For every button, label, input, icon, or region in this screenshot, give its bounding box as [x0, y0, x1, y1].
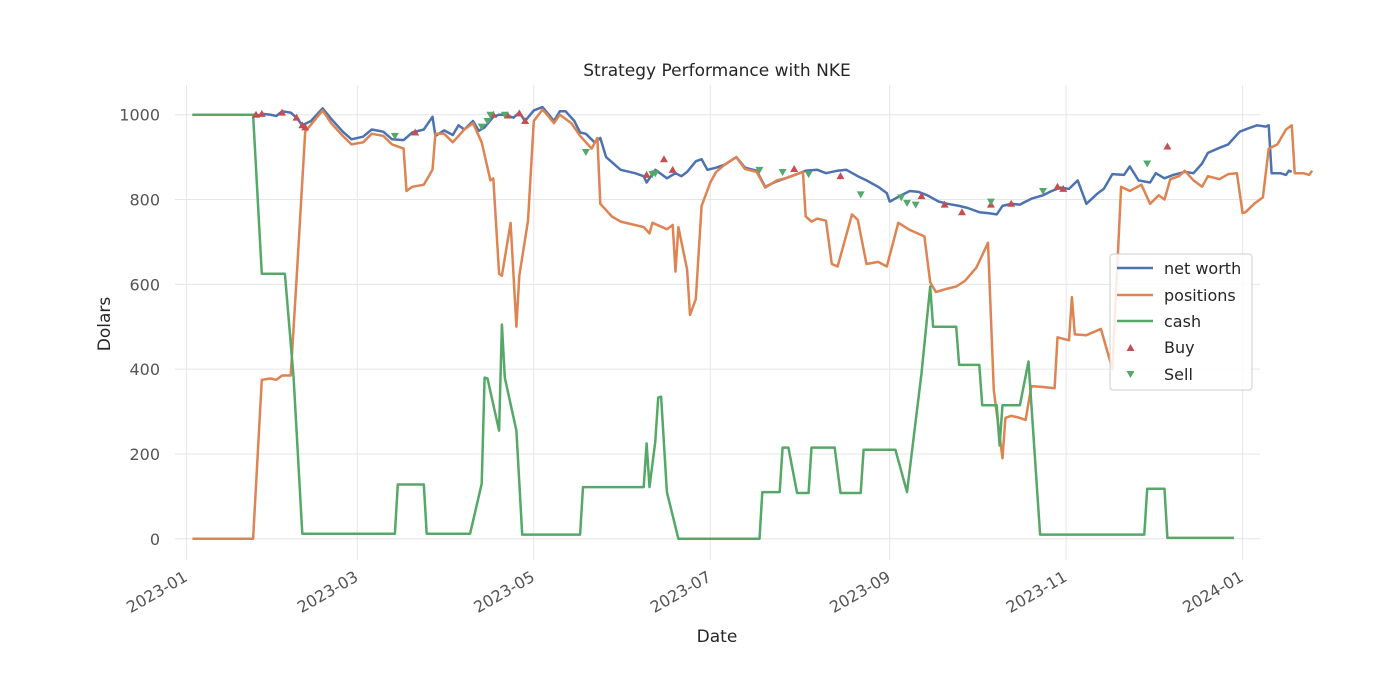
legend-sell-label: Sell — [1164, 365, 1193, 384]
legend-net-worth-label: net worth — [1164, 259, 1241, 278]
y-tick-label: 400 — [129, 360, 160, 379]
y-tick-label: 200 — [129, 445, 160, 464]
buy-marker — [411, 128, 420, 136]
x-tick-label: 2023-01 — [123, 567, 190, 617]
sell-marker — [778, 168, 787, 176]
buy-marker — [1007, 199, 1016, 207]
chart-title: Strategy Performance with NKE — [583, 61, 850, 81]
series-line-positions — [192, 108, 1314, 541]
buy-marker — [1059, 184, 1068, 192]
grid — [175, 85, 1260, 560]
sell-marker — [897, 194, 906, 202]
buy-marker — [659, 155, 668, 163]
sell-marker — [483, 118, 492, 126]
y-tick-label: 0 — [150, 530, 160, 549]
x-tick-label: 2024-01 — [1179, 567, 1246, 617]
sell-marker — [903, 199, 912, 207]
buy-marker — [836, 172, 845, 180]
legend-buy-marker-icon — [1126, 344, 1135, 351]
buy-marker — [940, 200, 949, 208]
buy-marker — [252, 110, 261, 118]
sell-marker — [390, 132, 399, 140]
legend-sell-marker-icon — [1126, 371, 1135, 378]
x-axis-label: Date — [697, 627, 738, 647]
series-layer — [192, 105, 1314, 541]
sell-marker — [1039, 188, 1047, 196]
sell-marker — [477, 123, 486, 131]
sell-marker — [486, 111, 495, 119]
sell-marker — [986, 198, 995, 206]
sell-marker — [1143, 160, 1152, 168]
sell-marker — [911, 201, 920, 209]
legend-box — [1109, 253, 1253, 391]
buy-marker — [278, 108, 287, 116]
buy-marker — [917, 192, 926, 200]
legend-cash-label: cash — [1164, 312, 1201, 331]
x-tick-label: 2023-05 — [470, 567, 537, 617]
legend-buy-label: Buy — [1164, 338, 1195, 357]
legend: net worth positions cash Buy Sell — [1109, 253, 1253, 391]
buy-marker — [790, 164, 799, 172]
buy-marker — [292, 113, 301, 121]
buy-marker — [957, 208, 966, 216]
buy-marker — [301, 123, 310, 131]
sell-marker — [856, 191, 865, 199]
sell-marker — [500, 111, 509, 119]
series-line-cash — [192, 113, 1234, 541]
buy-marker — [642, 170, 651, 178]
x-tick-label: 2023-03 — [294, 567, 361, 617]
marker-layer — [252, 108, 1172, 216]
buy-marker — [668, 165, 677, 173]
x-tick-label: 2023-07 — [647, 567, 714, 617]
y-tick-label: 1000 — [119, 106, 160, 125]
legend-positions-label: positions — [1164, 286, 1236, 305]
y-axis-label: Dolars — [95, 297, 115, 352]
sell-marker — [755, 166, 764, 174]
x-tick-label: 2023-09 — [826, 567, 893, 617]
sell-marker — [651, 170, 660, 178]
buy-marker — [521, 117, 530, 125]
y-tick-label: 600 — [129, 275, 160, 294]
y-tick-label: 800 — [129, 191, 160, 210]
sell-marker — [581, 149, 590, 157]
buy-marker — [257, 109, 266, 117]
buy-marker — [1163, 142, 1172, 150]
buy-marker — [515, 109, 524, 117]
buy-marker — [1053, 182, 1062, 190]
sell-marker — [804, 171, 813, 179]
x-tick-label: 2023-11 — [1003, 567, 1070, 617]
